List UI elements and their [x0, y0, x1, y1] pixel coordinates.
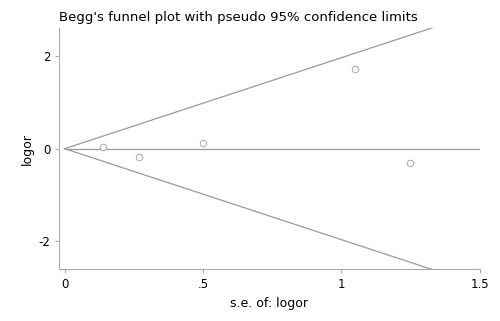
Point: [351, 66, 359, 72]
Point: [136, 154, 143, 160]
Text: Begg's funnel plot with pseudo 95% confidence limits: Begg's funnel plot with pseudo 95% confi…: [59, 11, 418, 24]
Point: [100, 145, 108, 150]
Point: [199, 141, 207, 146]
Point: [406, 160, 414, 165]
Y-axis label: logor: logor: [21, 133, 34, 165]
X-axis label: s.e. of: logor: s.e. of: logor: [230, 297, 308, 310]
